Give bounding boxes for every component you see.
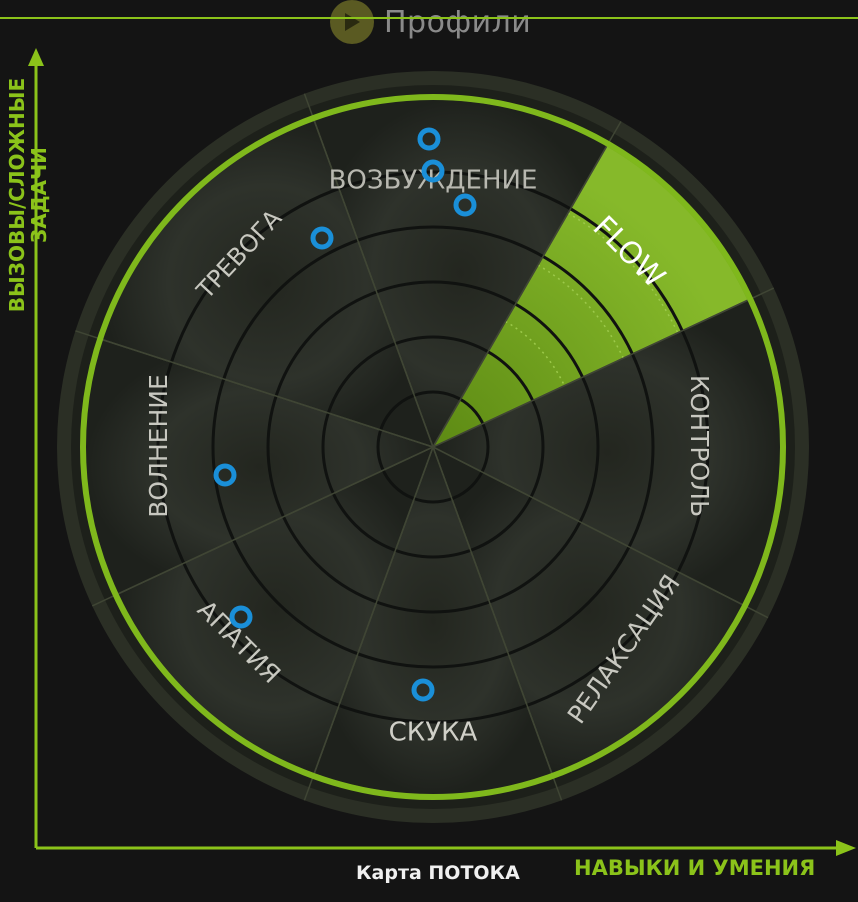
profile-marker[interactable] <box>229 605 253 629</box>
profile-marker[interactable] <box>453 193 477 217</box>
y-axis-label-line1: ВЫЗОВЫ/СЛОЖНЫЕ <box>5 77 29 313</box>
profile-marker[interactable] <box>417 127 441 151</box>
profiles-link-label: Профили <box>384 4 532 40</box>
sector-divider <box>91 446 434 607</box>
sector-divider <box>432 120 622 448</box>
sector-divider <box>303 446 434 801</box>
sector-divider <box>75 330 434 448</box>
accent-ring <box>80 94 786 800</box>
flow-dotted-ring <box>567 212 679 334</box>
concentric-ring <box>211 225 655 669</box>
sector-divider <box>432 287 775 448</box>
y-axis-arrow <box>28 48 44 66</box>
profile-marker[interactable] <box>421 159 445 183</box>
diagram-caption: Карта ПОТОКА <box>356 862 520 884</box>
sector-label: КОНТРОЛЬ <box>685 375 714 517</box>
profiles-link[interactable]: Профили <box>330 0 531 44</box>
x-axis-arrow <box>836 840 856 856</box>
sector-label: ВОЛНЕНИЕ <box>144 374 173 518</box>
concentric-ring <box>156 170 710 724</box>
sector-divider <box>432 446 563 801</box>
profile-marker[interactable] <box>411 678 435 702</box>
x-axis-label: НАВЫКИ И УМЕНИЯ <box>574 856 816 880</box>
concentric-ring <box>321 335 545 559</box>
y-axis-label: ВЫЗОВЫ/СЛОЖНЫЕ ЗАДАЧИ <box>5 60 51 330</box>
concentric-ring <box>266 280 600 614</box>
play-icon <box>330 0 374 44</box>
flow-dotted-ring <box>537 264 625 359</box>
profile-marker[interactable] <box>213 463 237 487</box>
sector-divider <box>432 446 769 619</box>
sector-divider <box>303 93 434 448</box>
profile-marker[interactable] <box>310 226 334 250</box>
sector-label: СКУКА <box>389 718 478 748</box>
y-axis-label-line2: ЗАДАЧИ <box>27 147 51 243</box>
concentric-ring <box>376 390 490 504</box>
